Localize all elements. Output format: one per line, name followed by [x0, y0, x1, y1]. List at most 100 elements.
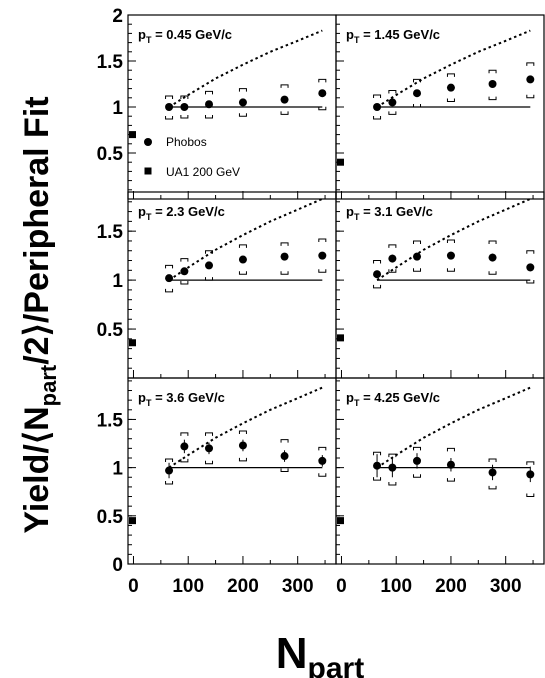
sys-error-bracket-upper: [446, 447, 455, 452]
y-tick-label: 0.5: [97, 507, 124, 528]
panel-label-sub: T: [354, 35, 360, 45]
sys-error-bracket-upper: [446, 73, 455, 77]
y-tick-label: 1: [112, 98, 123, 119]
x-tick-label: 200: [227, 576, 259, 597]
sys-error-bracket-lower: [413, 104, 422, 108]
y-tick-label: 1.5: [97, 222, 124, 243]
phobos-point: [446, 83, 455, 92]
sys-error-bracket-upper: [165, 95, 174, 99]
phobos-point: [238, 98, 247, 107]
phobos-point: [413, 252, 422, 261]
sys-error-bracket-upper: [205, 250, 214, 254]
panel-label-value: = 1.45 GeV/c: [359, 27, 440, 42]
panel-2: pT = 1.45 GeV/c: [335, 14, 545, 200]
sys-error-bracket-lower: [446, 268, 455, 272]
phobos-point: [373, 461, 382, 470]
panel-label: pT = 1.45 GeV/c: [346, 27, 440, 45]
sys-error-bracket-upper: [526, 62, 535, 66]
y-tick-label: 1: [112, 271, 123, 292]
panel-frame: [127, 191, 337, 379]
y-axis-title-tail: /Peripheral Fit: [18, 96, 56, 323]
y-tick-label: 0: [112, 555, 123, 576]
sys-error-bracket-upper: [238, 430, 247, 435]
phobos-point: [526, 75, 535, 84]
y-tick-label: 2: [112, 6, 123, 27]
sys-error-bracket-lower: [446, 98, 455, 102]
x-tick-label: 300: [282, 576, 314, 597]
sys-error-bracket-upper: [488, 69, 497, 74]
sys-error-bracket-upper: [318, 78, 327, 83]
legend: Phobos UA1 200 GeV: [144, 135, 240, 179]
ncoll-scaling-curve: [168, 29, 323, 108]
phobos-point: [318, 89, 327, 98]
sys-error-bracket-upper: [413, 240, 422, 244]
phobos-point: [526, 263, 535, 272]
panel-label: pT = 0.45 GeV/c: [138, 27, 232, 45]
sys-error-bracket-upper: [165, 458, 174, 462]
sys-error-bracket-lower: [526, 280, 535, 284]
panel-label-sub: T: [146, 398, 152, 408]
phobos-point: [373, 103, 382, 111]
phobos-point: [526, 470, 535, 479]
sys-error-bracket-lower: [165, 115, 174, 120]
y-axis-title-over2: /2: [18, 336, 56, 364]
sys-error-bracket-lower: [388, 111, 397, 115]
panel-label-p: p: [346, 27, 354, 42]
panel-label-value: = 3.6 GeV/c: [151, 390, 224, 405]
phobos-point: [180, 267, 189, 276]
sys-error-bracket-lower: [488, 271, 497, 275]
phobos-point: [488, 253, 497, 262]
x-tick-label: 0: [336, 576, 347, 597]
phobos-point: [488, 468, 497, 477]
ua1-point: [129, 131, 136, 139]
legend-ua1-label: UA1 200 GeV: [166, 165, 240, 179]
x-axis-title: Npart: [276, 629, 364, 678]
sys-error-bracket-lower: [526, 493, 535, 498]
ua1-point: [129, 517, 136, 525]
sys-error-bracket-lower: [280, 271, 289, 275]
sys-error-bracket-upper: [413, 446, 422, 451]
sys-error-bracket-upper: [238, 244, 247, 248]
sys-error-bracket-upper: [373, 260, 382, 264]
phobos-point: [205, 444, 214, 453]
ncoll-scaling-curve: [168, 197, 323, 281]
panel-label-value: = 2.3 GeV/c: [151, 204, 224, 219]
sys-error-bracket-upper: [180, 258, 189, 262]
ua1-point: [337, 158, 344, 166]
phobos-point: [165, 274, 174, 283]
phobos-point: [280, 452, 289, 461]
phobos-point: [238, 255, 247, 264]
phobos-point: [488, 80, 497, 88]
sys-error-bracket-upper: [280, 242, 289, 246]
sys-error-bracket-lower: [180, 115, 189, 119]
sys-error-bracket-upper: [280, 84, 289, 88]
phobos-point: [238, 441, 247, 450]
panel-3: pT = 2.3 GeV/c: [127, 191, 337, 379]
y-tick-label: 1.5: [97, 52, 124, 73]
panel-label: pT = 3.1 GeV/c: [346, 204, 433, 222]
x-axis-title-sub: part: [308, 652, 365, 678]
sys-error-bracket-lower: [373, 477, 382, 481]
phobos-point: [280, 252, 289, 261]
panel-frame: [127, 377, 337, 565]
sys-error-bracket-upper: [180, 432, 189, 436]
panel-label-sub: T: [146, 212, 152, 222]
panel-label-p: p: [346, 390, 354, 405]
panel-label-sub: T: [354, 398, 360, 408]
panel-5: pT = 3.6 GeV/c: [127, 377, 337, 565]
phobos-point: [280, 95, 289, 104]
legend-ua1-marker: [144, 167, 152, 175]
phobos-point: [165, 103, 174, 111]
panel-label: pT = 4.25 GeV/c: [346, 390, 440, 408]
panel-label-p: p: [138, 204, 146, 219]
phobos-point: [205, 100, 214, 109]
sys-error-bracket-lower: [388, 269, 397, 273]
sys-error-bracket-lower: [280, 468, 289, 472]
panel-frame: [335, 377, 545, 565]
sys-error-bracket-upper: [446, 239, 455, 243]
ua1-point: [129, 339, 136, 347]
sys-error-bracket-lower: [413, 268, 422, 272]
ncoll-scaling-curve: [376, 29, 531, 108]
